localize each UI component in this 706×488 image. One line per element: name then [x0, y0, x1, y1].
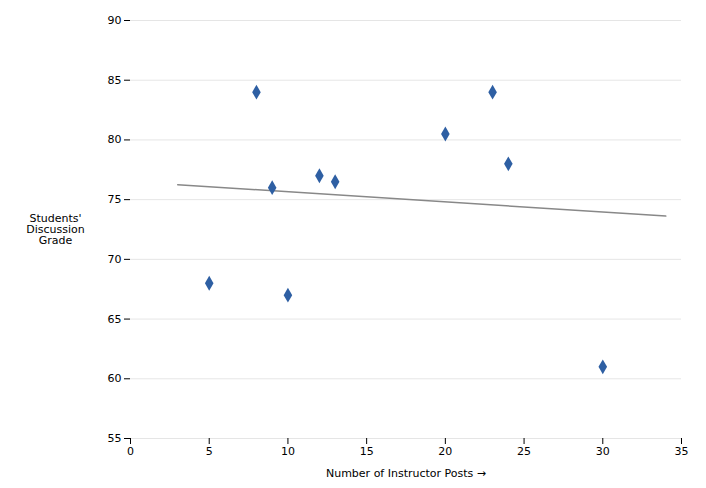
svg-text:65: 65 — [108, 313, 122, 326]
svg-text:60: 60 — [108, 372, 122, 385]
svg-text:Students'DiscussionGrade: Students'DiscussionGrade — [26, 212, 85, 247]
svg-text:10: 10 — [281, 445, 295, 458]
svg-text:0: 0 — [127, 445, 134, 458]
svg-text:25: 25 — [517, 445, 531, 458]
svg-text:90: 90 — [108, 14, 122, 27]
svg-text:35: 35 — [675, 445, 689, 458]
svg-text:Number of Instructor Posts →: Number of Instructor Posts → — [326, 467, 486, 480]
svg-text:30: 30 — [596, 445, 610, 458]
svg-text:20: 20 — [438, 445, 452, 458]
svg-text:85: 85 — [108, 74, 122, 87]
svg-text:70: 70 — [108, 253, 122, 266]
svg-text:75: 75 — [108, 193, 122, 206]
svg-text:80: 80 — [108, 133, 122, 146]
svg-text:5: 5 — [206, 445, 213, 458]
svg-text:55: 55 — [108, 432, 122, 445]
svg-text:15: 15 — [360, 445, 374, 458]
